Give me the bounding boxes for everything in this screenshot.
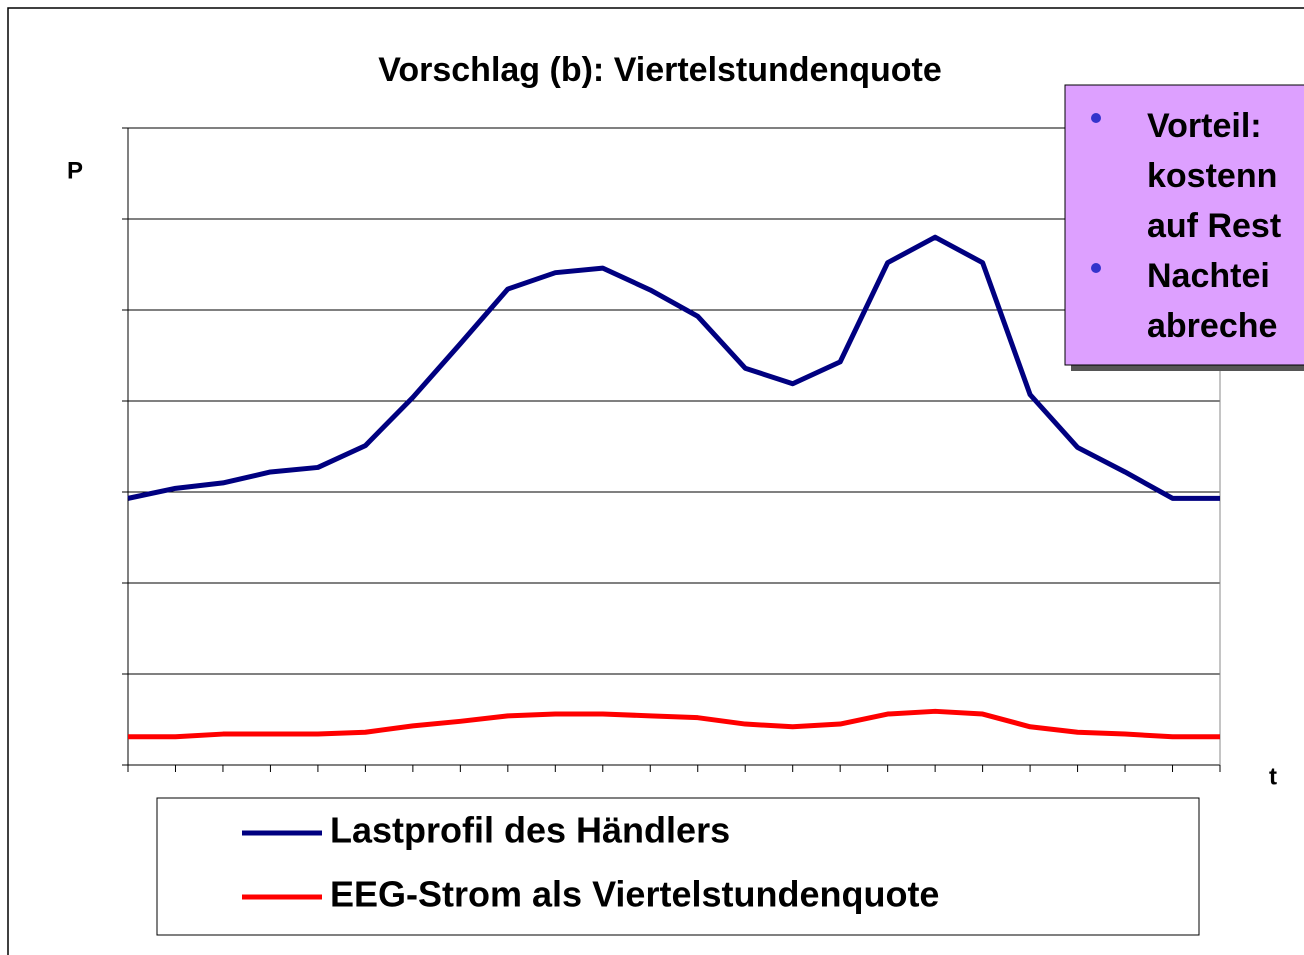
chart-title: Vorschlag (b): Viertelstundenquote: [378, 51, 942, 89]
callout-line: auf Rest: [1147, 207, 1281, 245]
bullet: [1091, 113, 1101, 123]
legend: [156, 797, 1200, 936]
legend-items: Lastprofil des Händlers EEG-Strom als Vie…: [242, 810, 939, 915]
callout-text: Vorteil: kostenn auf Rest Nachtei abreche: [1091, 107, 1281, 345]
callout-line: abreche: [1147, 307, 1277, 345]
x-axis-label: t: [1269, 763, 1277, 790]
series-line: [128, 708, 1220, 740]
plot: [122, 127, 1221, 772]
series-line: [127, 234, 1220, 501]
callout: [1064, 84, 1304, 366]
legend-label: Lastprofil des Händlers: [330, 810, 730, 851]
bullet: [1091, 263, 1101, 273]
legend-label: EEG-Strom als Viertelstundenquote: [330, 874, 939, 915]
frame: [7, 7, 1304, 955]
callout-line: kostenn: [1147, 157, 1277, 195]
callout-line: Nachtei: [1147, 257, 1270, 295]
y-axis-label: P: [67, 157, 83, 184]
callout-line: Vorteil:: [1147, 107, 1262, 145]
